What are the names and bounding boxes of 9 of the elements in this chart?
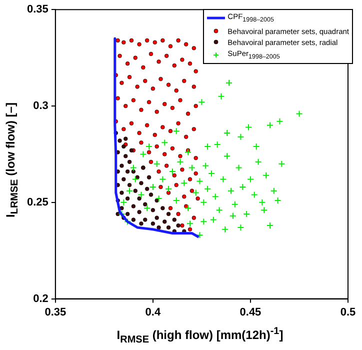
- y-tick-label: 0.3: [33, 100, 48, 112]
- x-axis-title: I$_{RMSE}$ (high flow) [mm(12h)$^{-1}$]: [116, 326, 284, 346]
- x-tick-label: 0.35: [44, 306, 66, 318]
- x-tick-label: 0.5: [340, 306, 356, 318]
- x-tick-label: 0.45: [240, 306, 262, 318]
- y-tick-label: 0.25: [26, 196, 48, 208]
- y-tick-label: 0.35: [26, 4, 48, 16]
- y-tick-label: 0.2: [33, 292, 48, 305]
- x-tick-label: 0.4: [145, 306, 162, 318]
